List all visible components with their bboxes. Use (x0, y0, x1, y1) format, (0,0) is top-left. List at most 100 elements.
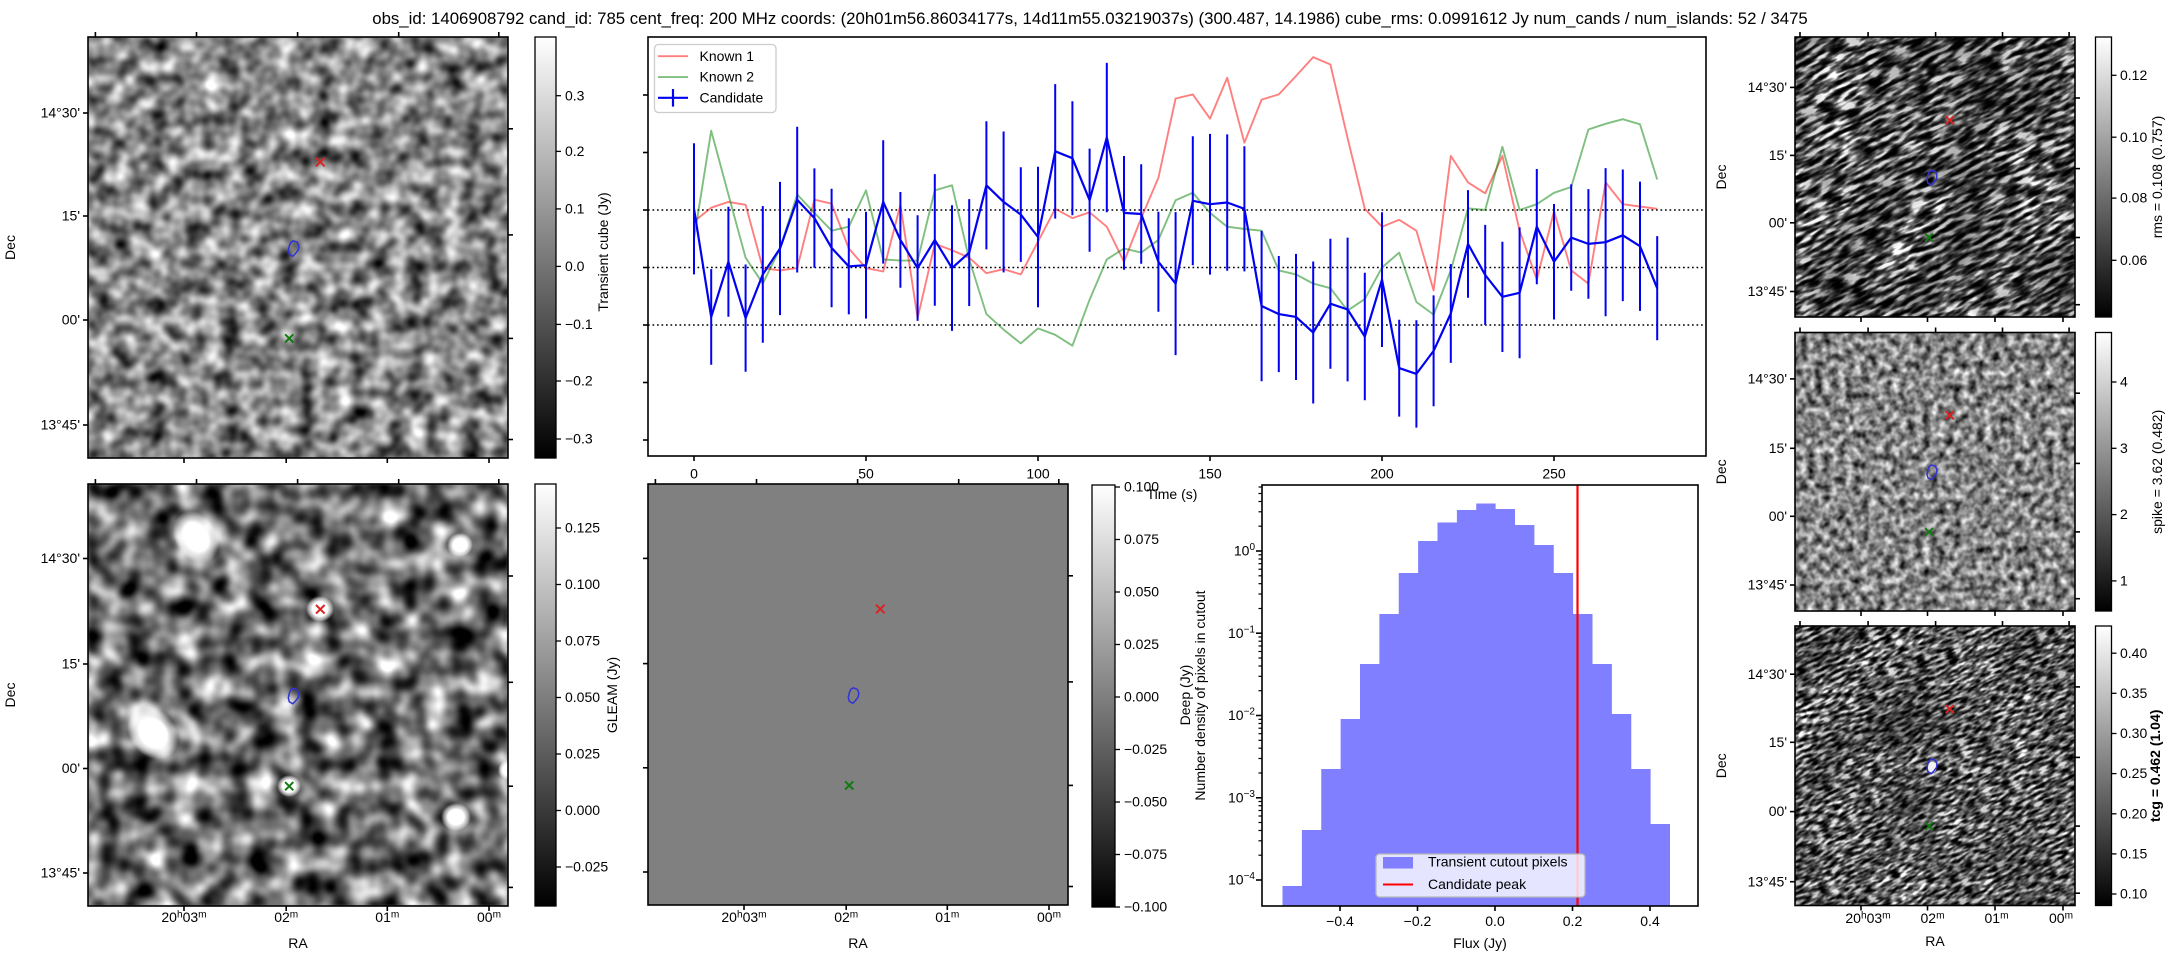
svg-text:Dec: Dec (1713, 753, 1729, 778)
svg-text:00': 00' (62, 760, 80, 776)
svg-text:0.08: 0.08 (2120, 190, 2147, 206)
svg-text:14°30': 14°30' (41, 105, 80, 121)
svg-text:0.40: 0.40 (2120, 645, 2147, 661)
svg-text:−0.025: −0.025 (1124, 741, 1167, 757)
svg-text:20h​03m​: 20h​03m​ (1845, 910, 1890, 926)
svg-text:200: 200 (1370, 466, 1394, 482)
svg-text:Transient cube (Jy): Transient cube (Jy) (595, 192, 611, 311)
svg-text:−0.2: −0.2 (565, 373, 593, 389)
svg-text:Dec: Dec (2, 683, 18, 708)
svg-text:−0.075: −0.075 (1124, 846, 1167, 862)
svg-text:3: 3 (2120, 440, 2128, 456)
svg-text:14°30': 14°30' (1748, 666, 1787, 682)
svg-text:150: 150 (1198, 466, 1222, 482)
svg-text:0.100: 0.100 (565, 576, 600, 592)
svg-text:01m​: 01m​ (1985, 910, 2009, 926)
svg-text:−0.1: −0.1 (565, 316, 593, 332)
svg-text:15': 15' (1769, 147, 1787, 163)
svg-text:00m​: 00m​ (2049, 910, 2073, 926)
svg-text:RA: RA (1925, 933, 1945, 949)
svg-text:14°30': 14°30' (1748, 79, 1787, 95)
svg-text:0.20: 0.20 (2120, 805, 2147, 821)
svg-text:0.025: 0.025 (1124, 636, 1159, 652)
svg-text:14°30': 14°30' (1748, 371, 1787, 387)
svg-text:0.10: 0.10 (2120, 886, 2147, 902)
svg-text:Dec: Dec (2, 235, 18, 260)
svg-text:0.050: 0.050 (565, 689, 600, 705)
svg-text:0.100: 0.100 (1124, 479, 1159, 495)
svg-text:0.15: 0.15 (2120, 846, 2147, 862)
svg-text:Flux (Jy): Flux (Jy) (1453, 935, 1507, 951)
svg-text:0.30: 0.30 (2120, 725, 2147, 741)
svg-text:00': 00' (1769, 803, 1787, 819)
svg-text:spike = 3.62 (0.482): spike = 3.62 (0.482) (2149, 410, 2165, 534)
svg-text:13°45': 13°45' (1748, 873, 1787, 889)
svg-text:15': 15' (62, 208, 80, 224)
svg-text:GLEAM (Jy): GLEAM (Jy) (604, 657, 620, 733)
svg-text:0.075: 0.075 (1124, 531, 1159, 547)
svg-text:−0.2: −0.2 (1404, 913, 1432, 929)
svg-text:13°45': 13°45' (1748, 577, 1787, 593)
svg-text:0.2: 0.2 (565, 143, 585, 159)
svg-text:−0.3: −0.3 (565, 431, 593, 447)
svg-text:00': 00' (62, 312, 80, 328)
svg-text:01m​: 01m​ (375, 909, 399, 925)
svg-text:0.3: 0.3 (565, 87, 585, 103)
svg-text:13°45': 13°45' (41, 417, 80, 433)
svg-text:100: 100 (1026, 466, 1050, 482)
svg-text:50: 50 (858, 466, 874, 482)
svg-text:20h​03m​: 20h​03m​ (161, 909, 206, 925)
svg-text:250: 250 (1542, 466, 1566, 482)
svg-text:4: 4 (2120, 374, 2128, 390)
svg-text:15': 15' (62, 656, 80, 672)
svg-text:0.000: 0.000 (1124, 689, 1159, 705)
svg-text:−0.4: −0.4 (1326, 913, 1354, 929)
svg-text:0.1: 0.1 (565, 201, 585, 217)
svg-text:Time (s): Time (s) (1147, 486, 1198, 502)
svg-text:0.0: 0.0 (1485, 913, 1505, 929)
svg-text:0.4: 0.4 (1640, 913, 1660, 929)
svg-text:0.075: 0.075 (565, 633, 600, 649)
svg-text:RA: RA (848, 935, 868, 951)
svg-text:0.06: 0.06 (2120, 252, 2147, 268)
svg-text:00m​: 00m​ (1037, 909, 1061, 925)
svg-text:02m​: 02m​ (274, 909, 298, 925)
svg-text:Transient cutout pixels: Transient cutout pixels (1428, 854, 1568, 870)
svg-text:2: 2 (2120, 506, 2128, 522)
svg-text:00m​: 00m​ (477, 909, 501, 925)
svg-text:0: 0 (690, 466, 698, 482)
svg-text:obs_id: 1406908792 cand_id: 78: obs_id: 1406908792 cand_id: 785 cent_fre… (372, 9, 1808, 28)
svg-text:rms = 0.108 (0.757): rms = 0.108 (0.757) (2149, 116, 2165, 239)
svg-text:Deep (Jy): Deep (Jy) (1177, 665, 1193, 726)
svg-text:20h​03m​: 20h​03m​ (721, 909, 766, 925)
svg-text:15': 15' (1769, 440, 1787, 456)
svg-text:0.0: 0.0 (565, 258, 585, 274)
svg-text:15': 15' (1769, 734, 1787, 750)
svg-text:02m​: 02m​ (1921, 910, 1945, 926)
svg-text:Candidate peak: Candidate peak (1428, 876, 1527, 892)
svg-text:0.050: 0.050 (1124, 584, 1159, 600)
svg-text:0.125: 0.125 (565, 520, 600, 536)
svg-text:0.35: 0.35 (2120, 685, 2147, 701)
svg-text:0.12: 0.12 (2120, 67, 2147, 83)
svg-text:−0.050: −0.050 (1124, 794, 1167, 810)
svg-text:tcg = 0.462 (1.04): tcg = 0.462 (1.04) (2147, 710, 2163, 822)
svg-text:13°45': 13°45' (1748, 283, 1787, 299)
svg-text:0.000: 0.000 (565, 802, 600, 818)
svg-text:−0.025: −0.025 (565, 859, 608, 875)
svg-text:0.025: 0.025 (565, 746, 600, 762)
svg-text:−0.100: −0.100 (1124, 899, 1167, 915)
svg-text:1: 1 (2120, 573, 2128, 589)
svg-text:Known 1: Known 1 (700, 48, 755, 64)
svg-text:Number density of pixels in cu: Number density of pixels in cutout (1192, 590, 1208, 800)
svg-text:00': 00' (1769, 214, 1787, 230)
svg-text:RA: RA (288, 935, 308, 951)
svg-text:0.2: 0.2 (1563, 913, 1583, 929)
svg-text:13°45': 13°45' (41, 865, 80, 881)
svg-text:00': 00' (1769, 508, 1787, 524)
svg-text:0.10: 0.10 (2120, 129, 2147, 145)
svg-text:01m​: 01m​ (935, 909, 959, 925)
svg-text:Known 2: Known 2 (700, 69, 755, 85)
svg-text:0.25: 0.25 (2120, 765, 2147, 781)
svg-text:Candidate: Candidate (700, 89, 764, 105)
